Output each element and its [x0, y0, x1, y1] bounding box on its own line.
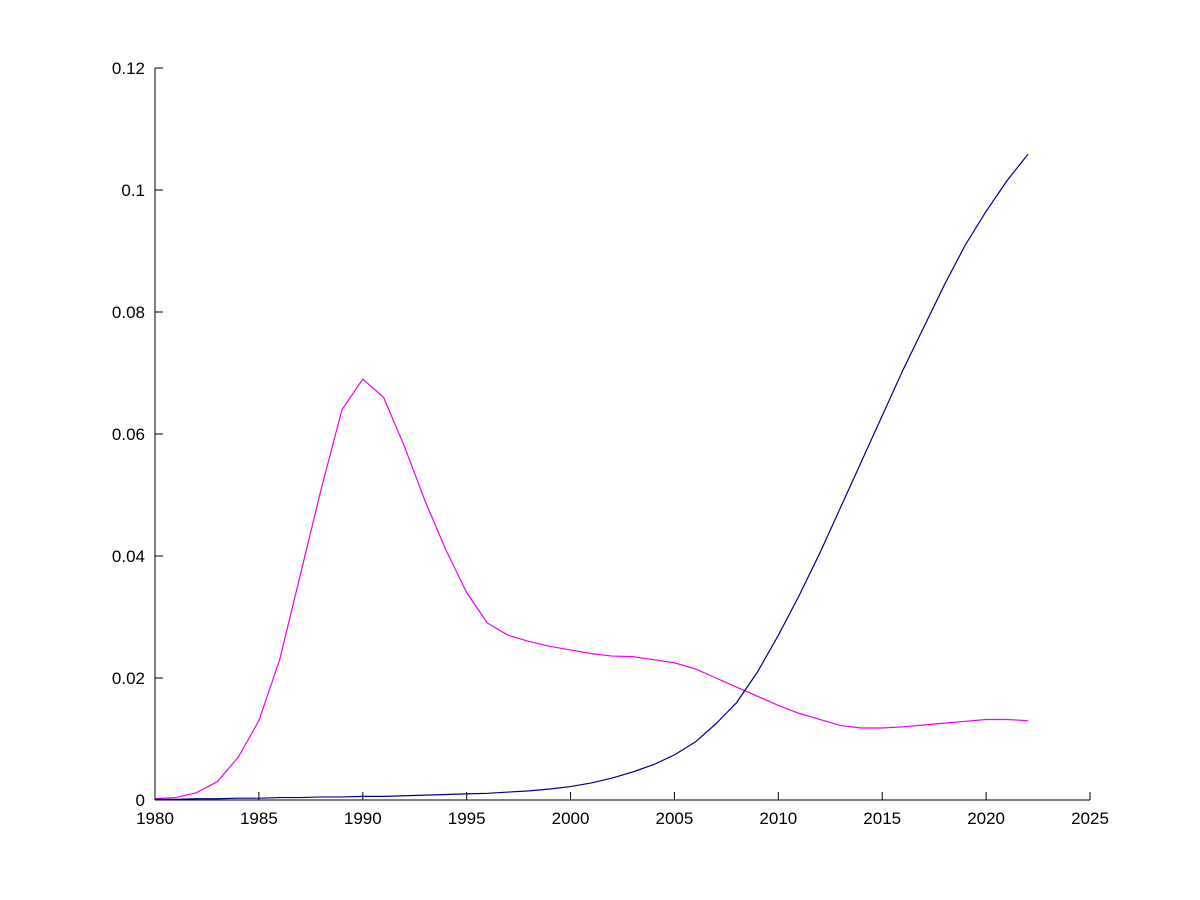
- x-tick-label: 1990: [344, 809, 382, 828]
- y-tick-label: 0.04: [112, 547, 145, 566]
- y-tick-label: 0.1: [121, 181, 145, 200]
- magenta-series-line: [154, 378, 1029, 800]
- y-tick-label: 0.08: [112, 303, 145, 322]
- y-tick-label: 0.06: [112, 425, 145, 444]
- x-tick-label: 2020: [967, 809, 1005, 828]
- x-tick-label: 2000: [552, 809, 590, 828]
- y-tick-label: 0: [136, 791, 145, 810]
- x-tick-label: 1985: [240, 809, 278, 828]
- x-tick-label: 2025: [1071, 809, 1109, 828]
- x-tick-label: 2015: [863, 809, 901, 828]
- x-tick-label: 1995: [448, 809, 486, 828]
- y-tick-label: 0.02: [112, 669, 145, 688]
- x-tick-label: 1980: [136, 809, 174, 828]
- x-tick-label: 2010: [759, 809, 797, 828]
- blue-series-line: [154, 154, 1029, 800]
- y-tick-label: 0.12: [112, 59, 145, 78]
- x-tick-label: 2005: [656, 809, 694, 828]
